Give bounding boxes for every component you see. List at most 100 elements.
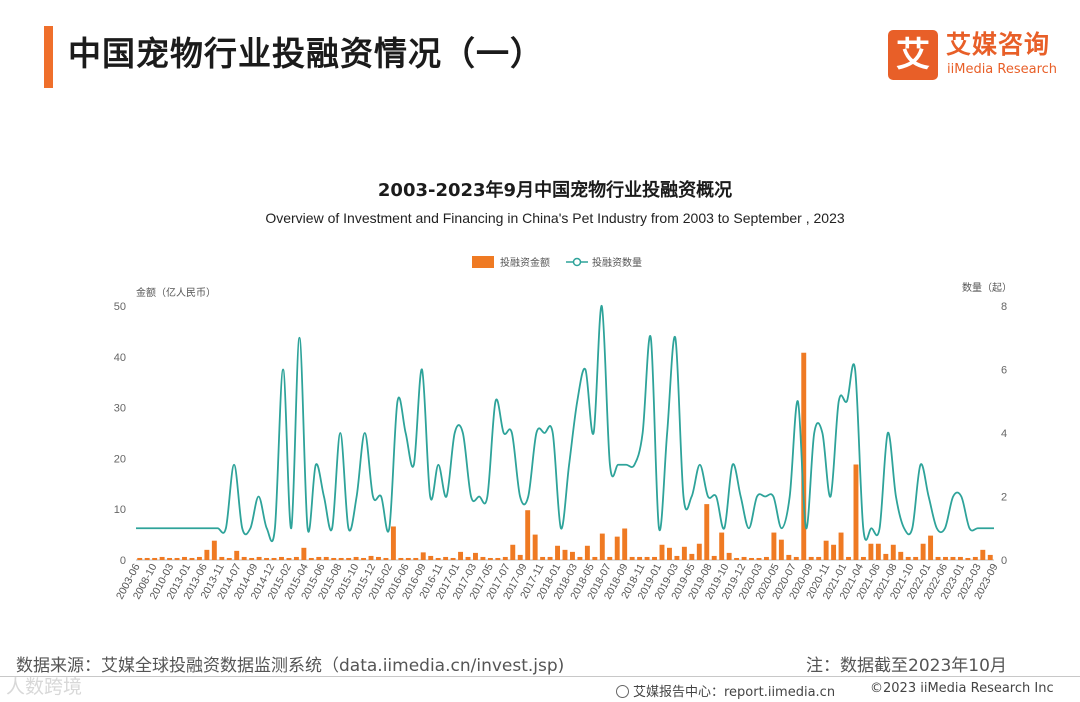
bar-amount bbox=[368, 555, 374, 560]
page-title: 中国宠物行业投融资情况（一） bbox=[68, 34, 544, 73]
bar-amount bbox=[405, 557, 411, 560]
bar-amount bbox=[741, 556, 747, 560]
bar-amount bbox=[241, 556, 247, 560]
iimedia-logo: 艾 艾媒咨询 iiMedia Research bbox=[888, 30, 1068, 82]
bar-amount bbox=[383, 557, 389, 560]
bar-amount bbox=[883, 553, 889, 560]
bar-amount bbox=[816, 556, 822, 560]
logo-glyph: 艾 bbox=[888, 30, 938, 80]
bar-amount bbox=[249, 557, 255, 560]
bar-amount bbox=[943, 556, 948, 560]
bar-amount bbox=[540, 556, 546, 560]
bar-amount bbox=[487, 557, 493, 560]
bar-amount bbox=[905, 556, 911, 560]
bar-amount bbox=[965, 557, 971, 560]
bar-amount bbox=[159, 556, 165, 560]
bar-amount bbox=[607, 556, 613, 560]
bar-amount bbox=[763, 556, 769, 560]
bar-amount bbox=[473, 552, 478, 560]
y-left-tick-label: 40 bbox=[114, 352, 126, 364]
bar-amount bbox=[584, 545, 590, 560]
y-right-tick-label: 4 bbox=[1001, 428, 1007, 440]
bar-amount bbox=[644, 556, 650, 560]
bar-amount bbox=[987, 554, 993, 560]
bar-amount bbox=[167, 557, 173, 560]
chart-subtitle: Overview of Investment and Financing in … bbox=[265, 210, 845, 226]
data-note: 注：数据截至2023年10月 bbox=[806, 656, 1007, 676]
bar-amount bbox=[196, 556, 202, 560]
bar-amount bbox=[308, 557, 314, 560]
bar-amount bbox=[226, 557, 232, 560]
bar-amount bbox=[279, 556, 284, 560]
data-source: 数据来源：艾媒全球投融资数据监测系统（data.iimedia.cn/inves… bbox=[16, 656, 565, 676]
bar-amount bbox=[681, 546, 687, 560]
bar-amount bbox=[189, 557, 195, 560]
bar-amount bbox=[577, 556, 583, 560]
bar-amount bbox=[793, 556, 799, 560]
y-left-tick-label: 20 bbox=[114, 453, 126, 465]
bar-amount bbox=[875, 543, 881, 560]
bar-amount bbox=[517, 554, 523, 560]
bar-amount bbox=[614, 536, 620, 560]
bar-amount bbox=[853, 464, 859, 560]
y-right-tick-label: 8 bbox=[1001, 301, 1007, 313]
bar-amount bbox=[801, 352, 807, 560]
bar-amount bbox=[182, 556, 187, 560]
footer-copyright: ©2023 iiMedia Research Inc bbox=[870, 681, 1054, 696]
bar-amount bbox=[271, 557, 277, 560]
bar-amount bbox=[831, 544, 837, 560]
bar-amount bbox=[264, 557, 270, 560]
bar-amount bbox=[390, 526, 396, 560]
bar-amount bbox=[652, 556, 657, 560]
bar-amount bbox=[204, 549, 210, 560]
bar-amount bbox=[704, 504, 710, 560]
y-right-axis-title: 数量（起） bbox=[962, 281, 1012, 294]
bar-amount bbox=[301, 547, 307, 560]
y-right-tick-label: 2 bbox=[1001, 492, 1007, 504]
bar-amount bbox=[711, 555, 717, 560]
footer-report-center: 艾媒报告中心：report.iimedia.cn bbox=[616, 681, 835, 700]
bar-amount bbox=[443, 556, 449, 560]
bar-amount bbox=[898, 551, 904, 560]
bar-amount bbox=[480, 556, 486, 560]
bar-amount bbox=[428, 555, 434, 560]
bar-amount bbox=[860, 556, 866, 560]
bar-amount bbox=[659, 544, 665, 560]
bar-amount bbox=[980, 549, 986, 560]
bar-amount bbox=[234, 550, 240, 560]
bar-amount bbox=[957, 556, 963, 560]
bar-amount bbox=[629, 556, 635, 560]
bar-amount bbox=[458, 551, 464, 560]
bar-amount bbox=[144, 557, 150, 560]
y-right-tick-label: 0 bbox=[1001, 555, 1007, 567]
bar-amount bbox=[502, 556, 508, 560]
bar-amount bbox=[316, 556, 322, 560]
chart-title: 2003-2023年9月中国宠物行业投融资概况 bbox=[377, 180, 733, 201]
bar-amount bbox=[592, 556, 598, 560]
bar-amount bbox=[219, 556, 225, 560]
bar-amount bbox=[465, 556, 471, 560]
bar-amount bbox=[562, 549, 568, 560]
y-left-tick-label: 0 bbox=[120, 555, 126, 567]
bar-amount bbox=[323, 556, 329, 560]
bar-amount bbox=[361, 557, 367, 560]
bar-amount bbox=[495, 557, 501, 560]
legend-swatch-bar bbox=[472, 256, 494, 268]
bar-amount bbox=[696, 543, 702, 560]
bar-amount bbox=[689, 553, 695, 560]
y-left-tick-label: 10 bbox=[114, 504, 126, 516]
y-left-axis-title: 金额（亿人民币） bbox=[136, 286, 216, 299]
bar-amount bbox=[890, 544, 896, 560]
bar-amount bbox=[786, 554, 792, 560]
bar-amount bbox=[420, 552, 426, 560]
bar-amount bbox=[510, 544, 516, 560]
bar-amount bbox=[398, 557, 404, 560]
bar-amount bbox=[913, 556, 919, 560]
bar-amount bbox=[137, 557, 143, 560]
title-accent-bar bbox=[44, 26, 53, 88]
legend-label-count: 投融资数量 bbox=[592, 256, 642, 269]
bar-amount bbox=[338, 557, 344, 560]
report-center-text: 艾媒报告中心：report.iimedia.cn bbox=[633, 685, 836, 700]
bar-amount bbox=[666, 547, 672, 560]
bar-amount bbox=[256, 556, 262, 560]
